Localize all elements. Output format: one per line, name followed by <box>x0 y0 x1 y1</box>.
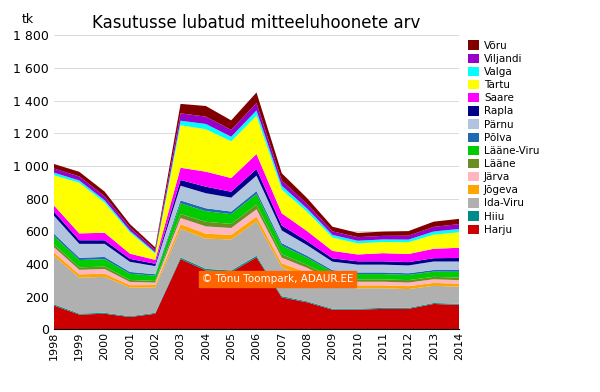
Title: Kasutusse lubatud mitteeluhoonete arv: Kasutusse lubatud mitteeluhoonete arv <box>92 15 421 32</box>
Y-axis label: tk: tk <box>22 13 34 27</box>
Legend: Võru, Viljandi, Valga, Tartu, Saare, Rapla, Pärnu, Põlva, Lääne-Viru, Lääne, Jär: Võru, Viljandi, Valga, Tartu, Saare, Rap… <box>468 40 539 235</box>
Text: © Tõnu Toompark, ADAUR.EE: © Tõnu Toompark, ADAUR.EE <box>202 274 353 284</box>
